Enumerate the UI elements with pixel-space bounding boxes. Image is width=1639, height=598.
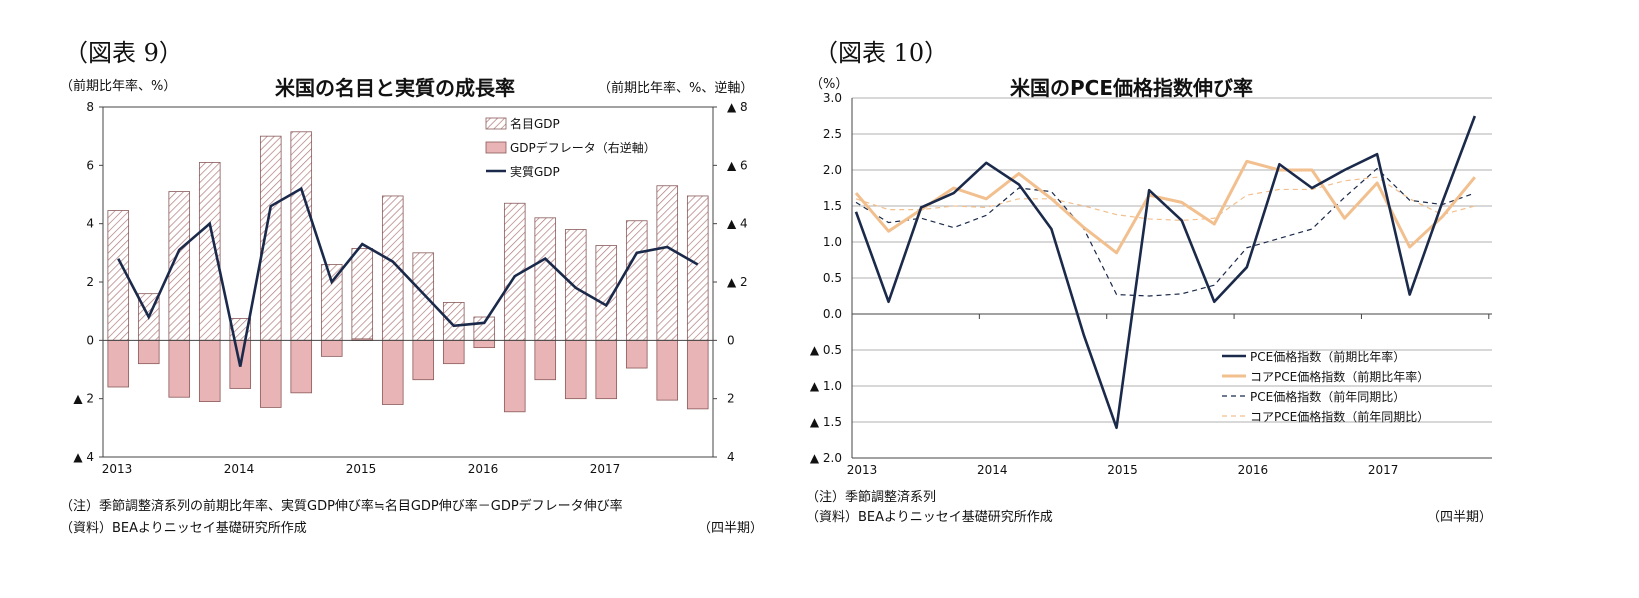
gdp-deflator-bar: [412, 339, 435, 381]
nominal-gdp-bar: [107, 210, 130, 341]
right-y-tick-label: 0.5: [823, 271, 842, 285]
right-y-tick-label: ▲ 0.5: [810, 343, 842, 357]
right-x-tick-label: 2017: [1368, 463, 1399, 477]
left-figure-label: （図表 9）: [64, 39, 183, 67]
right-source: （資料）BEAよりニッセイ基礎研究所作成: [806, 510, 1053, 525]
gdp-deflator-bar: [290, 339, 313, 394]
left-y-tick-label: ▲ 4: [73, 450, 94, 464]
legend-label-3: コアPCE価格指数（前年同期比）: [1250, 409, 1429, 424]
real-gdp-line: [117, 186, 699, 367]
right-chart-title: 米国のPCE価格指数伸び率: [1010, 76, 1253, 100]
left-note: （注）季節調整済系列の前期比年率、実質GDP伸び率≒名目GDP伸び率－GDPデフ…: [60, 499, 623, 514]
legend-deflator-swatch: [485, 141, 507, 154]
right-x-tick-label: 2014: [977, 463, 1008, 477]
legend-nominal-label: 名目GDP: [510, 116, 560, 131]
gdp-deflator-bar: [656, 339, 679, 401]
right-axis-tick-label: ▲ 8: [727, 100, 748, 114]
gdp-deflator-bar: [107, 339, 130, 388]
nominal-gdp-bar: [656, 185, 679, 341]
pce-series-line-2: [855, 167, 1476, 297]
gdp-deflator-bar: [442, 339, 465, 365]
right-y-tick-label: 2.5: [823, 127, 842, 141]
left-unit-right-label: （前期比年率、%、逆軸）: [598, 81, 754, 96]
left-plot-frame: [102, 106, 714, 458]
left-y-tick-label: 2: [86, 275, 94, 289]
nominal-gdp-bar: [442, 302, 465, 341]
right-y-tick-label: 1.5: [823, 199, 842, 213]
right-period-label: （四半期）: [1427, 510, 1493, 525]
left-y-tick-label: 4: [86, 217, 94, 231]
nominal-gdp-bar: [564, 229, 587, 341]
gdp-deflator-bar: [564, 339, 587, 400]
right-y-tick-label: 3.0: [823, 91, 842, 105]
right-axis-tick-label: 2: [727, 392, 735, 406]
left-y-tick-label: ▲ 2: [73, 392, 94, 406]
left-chart-plot: 8 6 4 2 0 ▲ 2 ▲ 4 ▲ 8 ▲ 6 ▲ 4 ▲ 2 0 2 4 2013 2014 2015 20…: [73, 100, 747, 476]
right-axis-tick-label: 0: [727, 333, 735, 347]
legend-nominal-swatch: [485, 117, 507, 130]
nominal-gdp-bar: [625, 220, 648, 341]
right-y-tick-label: ▲ 2.0: [810, 451, 842, 465]
right-x-tick-label: 2016: [1238, 463, 1269, 477]
gdp-deflator-bar: [503, 339, 526, 413]
right-x-tick-label: 2013: [847, 463, 878, 477]
right-axis-tick-label: ▲ 6: [727, 158, 748, 172]
right-y-tick-label: 2.0: [823, 163, 842, 177]
right-axis-tick-label: 4: [727, 450, 735, 464]
left-y-tick-label: 0: [86, 333, 94, 347]
right-figure-label: （図表 10）: [814, 39, 949, 67]
left-y-tick-label: 6: [86, 158, 94, 172]
pce-series-line-0: [854, 115, 1477, 430]
nominal-gdp-bar: [686, 195, 709, 341]
left-x-tick-label: 2016: [468, 462, 499, 476]
right-axis-tick-label: ▲ 2: [727, 275, 748, 289]
right-unit-label: （%）: [810, 77, 849, 92]
right-x-tick-label: 2015: [1107, 463, 1138, 477]
legend-deflator-label: GDPデフレータ（右逆軸）: [510, 140, 656, 155]
gdp-deflator-bar: [625, 339, 648, 369]
left-y-tick-label: 8: [86, 100, 94, 114]
right-axis-tick-label: ▲ 4: [727, 217, 748, 231]
left-period-label: （四半期）: [698, 521, 764, 536]
nominal-gdp-bar: [198, 162, 221, 341]
gdp-deflator-bar: [168, 339, 191, 398]
left-x-tick-label: 2017: [590, 462, 621, 476]
gdp-deflator-bar: [473, 339, 496, 349]
nominal-gdp-bar: [290, 131, 313, 341]
gdp-deflator-bar: [137, 339, 160, 365]
nominal-gdp-bar: [351, 248, 374, 341]
nominal-gdp-bar: [320, 264, 343, 341]
left-x-tick-label: 2014: [224, 462, 255, 476]
gdp-deflator-bar: [595, 339, 618, 400]
gdp-deflator-bar: [320, 339, 343, 357]
legend-label-0: PCE価格指数（前期比年率）: [1250, 349, 1405, 364]
right-y-tick-label: 1.0: [823, 235, 842, 249]
left-x-tick-label: 2013: [102, 462, 133, 476]
right-y-tick-label: 0.0: [823, 307, 842, 321]
left-source: （資料）BEAよりニッセイ基礎研究所作成: [60, 521, 307, 536]
gdp-deflator-bar: [198, 339, 221, 402]
legend-label-2: PCE価格指数（前年同期比）: [1250, 389, 1405, 404]
left-unit-label: （前期比年率、%）: [60, 79, 177, 94]
nominal-gdp-bar: [412, 252, 435, 341]
right-y-tick-label: ▲ 1.0: [810, 379, 842, 393]
legend-label-1: コアPCE価格指数（前期比年率）: [1250, 369, 1429, 384]
left-chart-title: 米国の名目と実質の成長率: [275, 76, 515, 100]
gdp-deflator-bar: [686, 339, 709, 410]
nominal-gdp-bar: [534, 217, 557, 341]
gdp-deflator-bar: [259, 339, 282, 408]
right-y-tick-label: ▲ 1.5: [810, 415, 842, 429]
legend-real-label: 実質GDP: [510, 164, 560, 179]
gdp-deflator-bar: [534, 339, 557, 381]
gdp-deflator-bar: [381, 339, 404, 405]
left-x-tick-label: 2015: [346, 462, 377, 476]
right-note: （注）季節調整済系列: [806, 490, 937, 505]
right-chart-plot: 3.0 2.5 2.0 1.5 1.0 0.5 0.0 ▲ 0.5 ▲ 1.0 ▲ 1.5 ▲ 2.…: [810, 91, 1492, 477]
pce-series-line-1: [854, 159, 1476, 255]
